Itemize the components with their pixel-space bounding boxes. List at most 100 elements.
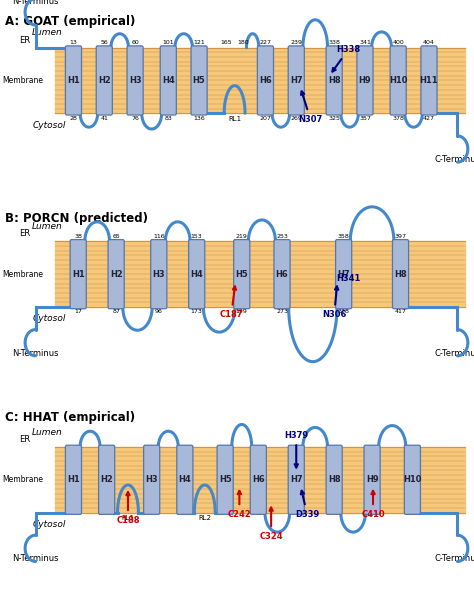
Text: C188: C188 xyxy=(116,492,140,525)
Text: C242: C242 xyxy=(228,491,251,519)
Text: A: GOAT (empirical): A: GOAT (empirical) xyxy=(5,15,135,28)
Text: 96: 96 xyxy=(155,309,163,314)
FancyBboxPatch shape xyxy=(326,46,342,115)
Text: H4: H4 xyxy=(179,475,191,485)
Text: RL2: RL2 xyxy=(198,515,211,521)
Text: 41: 41 xyxy=(100,116,108,120)
Text: 378: 378 xyxy=(392,116,404,120)
FancyBboxPatch shape xyxy=(364,445,380,514)
FancyBboxPatch shape xyxy=(160,46,176,115)
Text: Membrane: Membrane xyxy=(2,76,43,85)
FancyBboxPatch shape xyxy=(392,240,409,309)
Text: Lumen: Lumen xyxy=(32,427,63,437)
Text: Lumen: Lumen xyxy=(32,222,63,231)
Text: H9: H9 xyxy=(366,475,378,485)
Text: B: PORCN (predicted): B: PORCN (predicted) xyxy=(5,212,148,225)
Text: 87: 87 xyxy=(112,309,120,314)
Text: H11: H11 xyxy=(419,76,438,85)
FancyBboxPatch shape xyxy=(336,240,352,309)
Text: 338: 338 xyxy=(337,309,350,314)
FancyBboxPatch shape xyxy=(96,46,112,115)
Text: 273: 273 xyxy=(276,309,288,314)
Text: 400: 400 xyxy=(392,41,404,45)
FancyBboxPatch shape xyxy=(191,46,207,115)
Text: H10: H10 xyxy=(403,475,422,485)
Text: Lumen: Lumen xyxy=(32,28,63,38)
Text: H1: H1 xyxy=(67,76,80,85)
FancyBboxPatch shape xyxy=(177,445,193,514)
Text: N-Terminus: N-Terminus xyxy=(12,554,59,563)
Text: 136: 136 xyxy=(193,116,205,120)
Text: 65: 65 xyxy=(112,234,120,239)
Text: 38: 38 xyxy=(74,234,82,239)
Text: H3: H3 xyxy=(146,475,158,485)
Text: H2: H2 xyxy=(110,269,122,279)
Text: 417: 417 xyxy=(394,309,407,314)
Text: C-Terminus: C-Terminus xyxy=(434,155,474,164)
Text: 153: 153 xyxy=(191,234,202,239)
Text: 13: 13 xyxy=(70,41,77,45)
FancyBboxPatch shape xyxy=(108,240,124,309)
FancyBboxPatch shape xyxy=(357,46,373,115)
Text: N306: N306 xyxy=(322,287,346,319)
Text: H6: H6 xyxy=(276,269,288,279)
Text: H7: H7 xyxy=(337,269,350,279)
Text: H8: H8 xyxy=(394,269,407,279)
Text: C187: C187 xyxy=(219,286,243,319)
Text: H1: H1 xyxy=(72,269,84,279)
FancyBboxPatch shape xyxy=(189,240,205,309)
Text: ER: ER xyxy=(19,229,30,238)
FancyBboxPatch shape xyxy=(65,445,82,514)
Text: 338: 338 xyxy=(328,41,340,45)
Text: ER: ER xyxy=(19,36,30,45)
Text: Membrane: Membrane xyxy=(2,269,43,279)
Text: 357: 357 xyxy=(359,116,371,120)
Text: H3: H3 xyxy=(153,269,165,279)
FancyBboxPatch shape xyxy=(404,445,420,514)
FancyBboxPatch shape xyxy=(288,46,304,115)
Text: 199: 199 xyxy=(236,309,248,314)
Text: D339: D339 xyxy=(295,491,319,519)
Text: H9: H9 xyxy=(359,76,371,85)
Text: H2: H2 xyxy=(98,76,110,85)
Text: 207: 207 xyxy=(259,116,272,120)
FancyBboxPatch shape xyxy=(217,445,233,514)
Text: 76: 76 xyxy=(131,116,139,120)
Text: 253: 253 xyxy=(276,234,288,239)
Text: 341: 341 xyxy=(359,41,371,45)
Text: N-Terminus: N-Terminus xyxy=(12,0,59,6)
FancyBboxPatch shape xyxy=(234,240,250,309)
Text: 269: 269 xyxy=(290,116,302,120)
Text: H1: H1 xyxy=(67,475,80,485)
Text: 239: 239 xyxy=(290,41,302,45)
Text: H6: H6 xyxy=(252,475,264,485)
Text: H341: H341 xyxy=(337,274,361,283)
FancyBboxPatch shape xyxy=(65,46,82,115)
Text: RL1: RL1 xyxy=(121,515,135,521)
FancyBboxPatch shape xyxy=(421,46,437,115)
FancyBboxPatch shape xyxy=(250,445,266,514)
Text: 227: 227 xyxy=(259,41,272,45)
FancyBboxPatch shape xyxy=(127,46,143,115)
Text: Membrane: Membrane xyxy=(2,475,43,485)
Text: 165: 165 xyxy=(220,41,232,45)
Text: H10: H10 xyxy=(389,76,408,85)
Text: H379: H379 xyxy=(284,430,308,467)
Text: 60: 60 xyxy=(131,41,139,45)
FancyBboxPatch shape xyxy=(144,445,160,514)
Text: Cytosol: Cytosol xyxy=(32,314,65,324)
FancyBboxPatch shape xyxy=(151,240,167,309)
Text: H4: H4 xyxy=(191,269,203,279)
Text: Cytosol: Cytosol xyxy=(32,120,65,130)
Text: C-Terminus: C-Terminus xyxy=(434,554,474,563)
Text: H5: H5 xyxy=(193,76,205,85)
Text: 180: 180 xyxy=(237,41,249,45)
Text: H7: H7 xyxy=(290,76,302,85)
FancyBboxPatch shape xyxy=(99,445,115,514)
Text: 17: 17 xyxy=(74,309,82,314)
Text: 397: 397 xyxy=(394,234,407,239)
Text: N-Terminus: N-Terminus xyxy=(12,349,59,358)
Text: 28: 28 xyxy=(70,116,77,120)
Text: 56: 56 xyxy=(100,41,108,45)
FancyBboxPatch shape xyxy=(390,46,406,115)
